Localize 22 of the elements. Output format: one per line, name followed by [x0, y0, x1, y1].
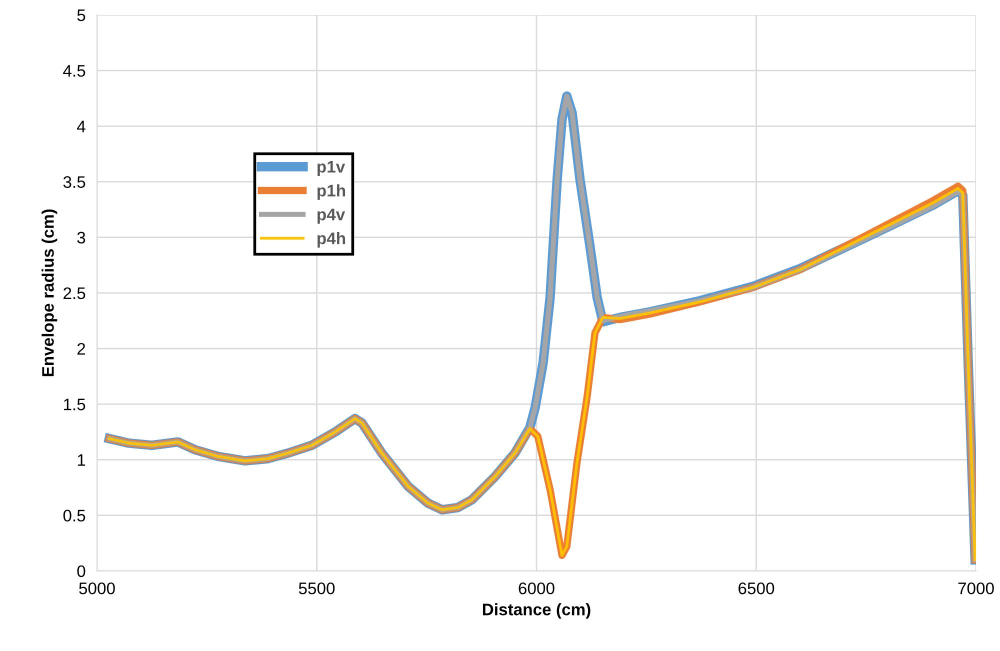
y-tick-label: 3	[77, 232, 86, 244]
y-tick-label: 2	[77, 342, 86, 355]
y-tick-label: 0	[77, 565, 86, 578]
legend-label: p4v	[318, 208, 346, 224]
y-tick-label: 0.5	[63, 510, 86, 522]
x-tick-label: 6000	[518, 582, 554, 594]
legend-label: p4h	[318, 232, 346, 248]
legend-label: p1v	[318, 161, 346, 176]
y-tick-label: 4.5	[63, 65, 86, 77]
y-tick-label: 1.5	[64, 398, 86, 410]
y-tick-label: 4	[77, 120, 86, 132]
y-tick-label: 1	[78, 454, 86, 466]
legend-label: p1h	[318, 184, 346, 200]
x-tick-label: 5000	[79, 582, 115, 594]
y-tick-label: 2.5	[64, 287, 86, 300]
y-axis-title: Envelope radius (cm)	[42, 209, 58, 376]
x-tick-label: 6500	[738, 582, 774, 594]
x-tick-label: 7000	[958, 582, 994, 594]
x-axis-title: Distance (cm)	[482, 603, 590, 619]
y-tick-label: 3.5	[63, 176, 86, 188]
x-tick-label: 5500	[298, 582, 335, 594]
y-tick-label: 5	[77, 10, 86, 22]
